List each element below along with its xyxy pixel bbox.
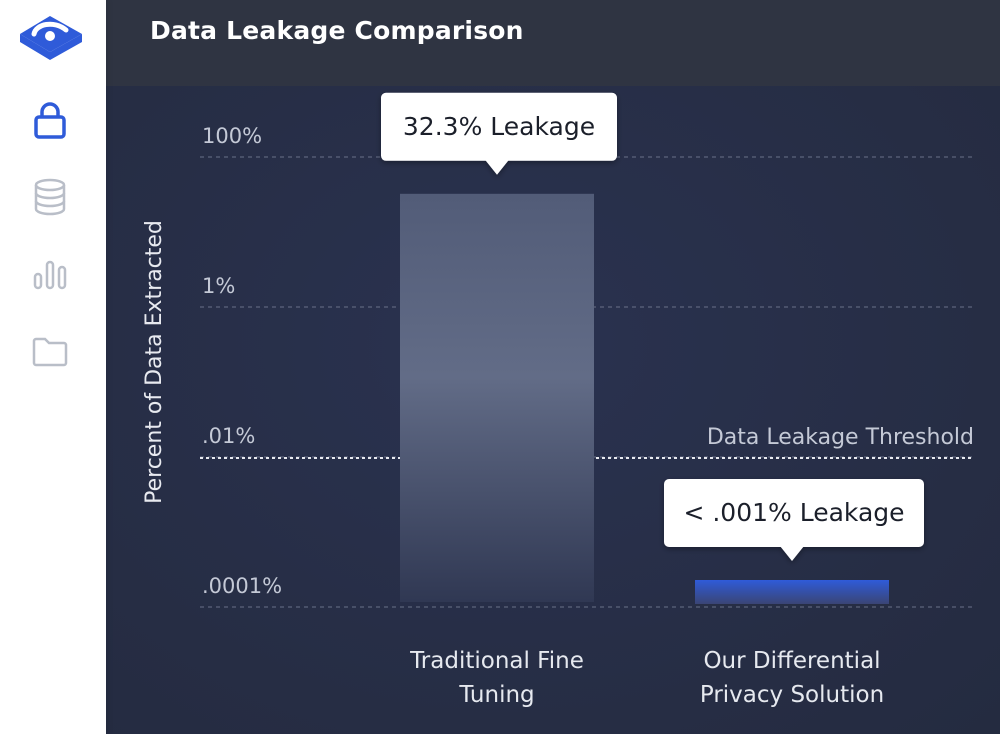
callout-box [381,92,617,161]
bar[interactable] [695,580,889,604]
chart-area: 100% 1% .01% .0001% Data Leakage Threshold Pe… [106,86,1000,734]
callout-bubble [664,479,924,561]
callout-text: < .001% Leakage [683,498,904,527]
leakage-chart: 100% 1% .01% .0001% Data Leakage Threshold Pe… [142,92,974,708]
bar[interactable] [400,193,594,602]
database-icon[interactable] [30,177,70,217]
category-label: Tuning [458,682,534,708]
callout-text: 32.3% Leakage [403,112,595,141]
page-title: Data Leakage Comparison [150,16,524,45]
category-label: Privacy Solution [700,682,884,708]
y-tick-label: 1% [202,274,235,298]
callout-bubble [381,92,617,175]
callout-pointer [780,546,804,561]
header: Data Leakage Comparison [106,0,1000,86]
bar-chart-icon[interactable] [30,254,70,294]
y-axis-label: Percent of Data Extracted [142,220,167,504]
callout-box [664,479,924,547]
category-label: Our Differential [703,648,880,674]
sidebar [0,0,106,734]
y-tick-label: .0001% [202,574,282,598]
folder-icon[interactable] [30,331,70,371]
callout-pointer [485,159,509,175]
category-label: Traditional Fine [409,648,584,674]
main-panel: Data Leakage Comparison 100% 1% .01%. [106,0,1000,734]
y-tick-label: 100% [202,124,262,148]
y-tick-label: .01% [202,424,255,448]
lock-icon[interactable] [30,100,70,140]
logo-icon[interactable] [14,8,88,64]
threshold-label: Data Leakage Threshold [707,425,974,450]
